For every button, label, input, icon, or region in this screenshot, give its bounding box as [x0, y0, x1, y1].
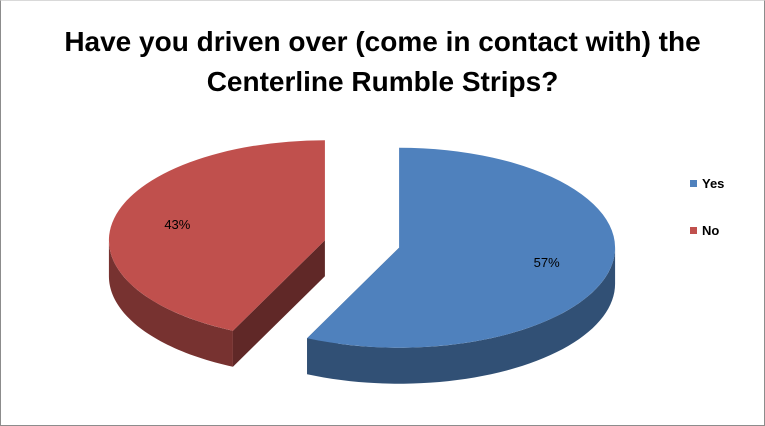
data-label-yes: 57% — [534, 255, 560, 270]
pie-slice-yes — [307, 147, 616, 384]
chart-title-line-2: Centerline Rumble Strips? — [206, 66, 559, 97]
pie-slice-no — [108, 140, 325, 367]
pie-slice-no-cut-face-1 — [232, 240, 325, 367]
chart-title-line-1: Have you driven over (come in contact wi… — [64, 26, 701, 57]
pie-slice-yes-rim — [307, 247, 616, 384]
legend-label-no: No — [702, 223, 720, 238]
pie-slice-yes-top — [307, 147, 616, 348]
pie-slice-no-rim — [108, 240, 233, 367]
legend-label-yes: Yes — [702, 176, 725, 191]
pie-slice-no-top — [108, 140, 325, 331]
chart-title: Have you driven over (come in contact wi… — [0, 22, 765, 102]
legend-swatch-no — [690, 227, 697, 234]
legend-swatch-yes — [690, 180, 697, 187]
data-label-no: 43% — [164, 217, 190, 232]
